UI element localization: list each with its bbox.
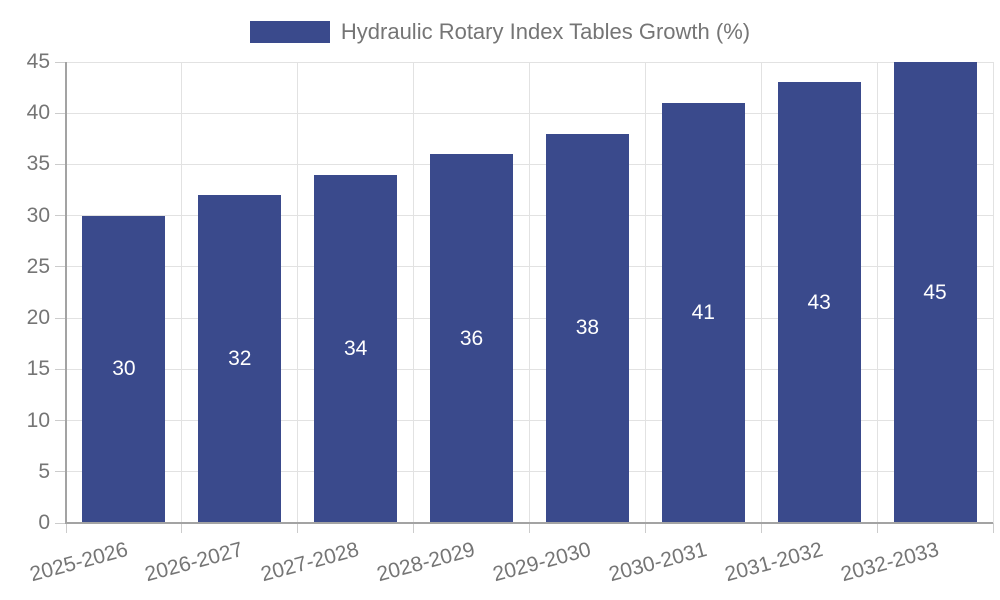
v-gridline: [297, 62, 299, 523]
y-axis-tick: [55, 420, 66, 422]
v-gridline: [760, 62, 762, 523]
x-tick-label: 2025-2026: [26, 538, 130, 587]
y-tick-label: 30: [26, 203, 50, 227]
y-tick-label: 20: [26, 306, 50, 330]
v-gridline: [181, 62, 183, 523]
bar: 36: [430, 154, 514, 523]
x-tick-label: 2028-2029: [374, 538, 478, 587]
y-axis-tick: [55, 163, 66, 165]
x-tick-label: 2027-2028: [258, 538, 362, 587]
x-axis-tick: [644, 523, 646, 533]
x-tick-label: 2030-2031: [606, 538, 710, 587]
v-gridline: [876, 62, 878, 523]
y-axis-tick: [55, 368, 66, 370]
bar-value-label: 38: [575, 316, 600, 340]
x-axis-tick: [876, 523, 878, 533]
plot-area: 0 5 10 15 20 25 30 35 40 45 2025-2026 2026-2027 2027…: [27, 51, 994, 586]
bar: 45: [893, 62, 977, 523]
y-tick-label: 15: [26, 357, 50, 381]
y-tick-label: 25: [26, 254, 50, 278]
y-axis-tick: [55, 317, 66, 319]
bar-value-label: 34: [344, 336, 368, 360]
bar-value-label: 43: [807, 290, 831, 314]
bar: 41: [661, 102, 745, 523]
bar-value-label: 30: [112, 357, 136, 381]
y-axis-tick: [55, 112, 66, 114]
y-tick-label: 10: [26, 408, 50, 432]
legend-swatch: [249, 21, 330, 43]
y-tick-label: 45: [26, 50, 50, 73]
v-gridline: [644, 62, 646, 523]
y-axis-tick: [55, 266, 66, 268]
bar: 30: [82, 215, 166, 523]
y-axis-tick: [55, 522, 66, 524]
bars-layer: 30 32 34 36 38 41 43 45: [66, 62, 993, 523]
y-tick-label: 5: [38, 459, 50, 483]
v-gridline: [529, 62, 530, 523]
y-axis-tick: [55, 471, 66, 473]
x-axis-tick: [529, 523, 530, 533]
bar: 38: [545, 133, 629, 523]
bar-value-label: 41: [691, 300, 715, 324]
x-axis-tick: [413, 523, 415, 533]
x-axis-tick: [760, 523, 762, 533]
bar: 34: [314, 174, 398, 523]
v-gridline: [413, 62, 415, 523]
v-gridline: [992, 62, 994, 523]
x-tick-label: 2031-2032: [722, 538, 826, 587]
y-axis-tick: [55, 61, 66, 63]
bar-value-label: 45: [923, 280, 947, 304]
x-axis-tick: [992, 523, 994, 533]
x-axis-tick: [65, 523, 67, 533]
legend: Hydraulic Rotary Index Tables Growth (%): [0, 19, 1000, 45]
x-tick-label: 2032-2033: [838, 538, 942, 587]
y-tick-label: 40: [26, 101, 50, 125]
bar-value-label: 36: [459, 326, 484, 350]
x-axis-tick: [297, 523, 299, 533]
x-axis-tick: [181, 523, 183, 533]
x-tick-label: 2029-2030: [490, 538, 594, 587]
x-tick-label: 2026-2027: [142, 538, 246, 587]
y-axis-tick: [55, 215, 66, 217]
legend-label: Hydraulic Rotary Index Tables Growth (%): [340, 19, 751, 44]
bar-value-label: 32: [228, 347, 252, 371]
bar: 43: [777, 82, 861, 523]
bar: 32: [198, 195, 282, 523]
y-tick-label: 35: [26, 152, 50, 176]
y-tick-label: 0: [38, 511, 50, 534]
grid-layer: 0 5 10 15 20 25 30 35 40 45 2025-2026 2026-2027 2027…: [27, 51, 994, 586]
